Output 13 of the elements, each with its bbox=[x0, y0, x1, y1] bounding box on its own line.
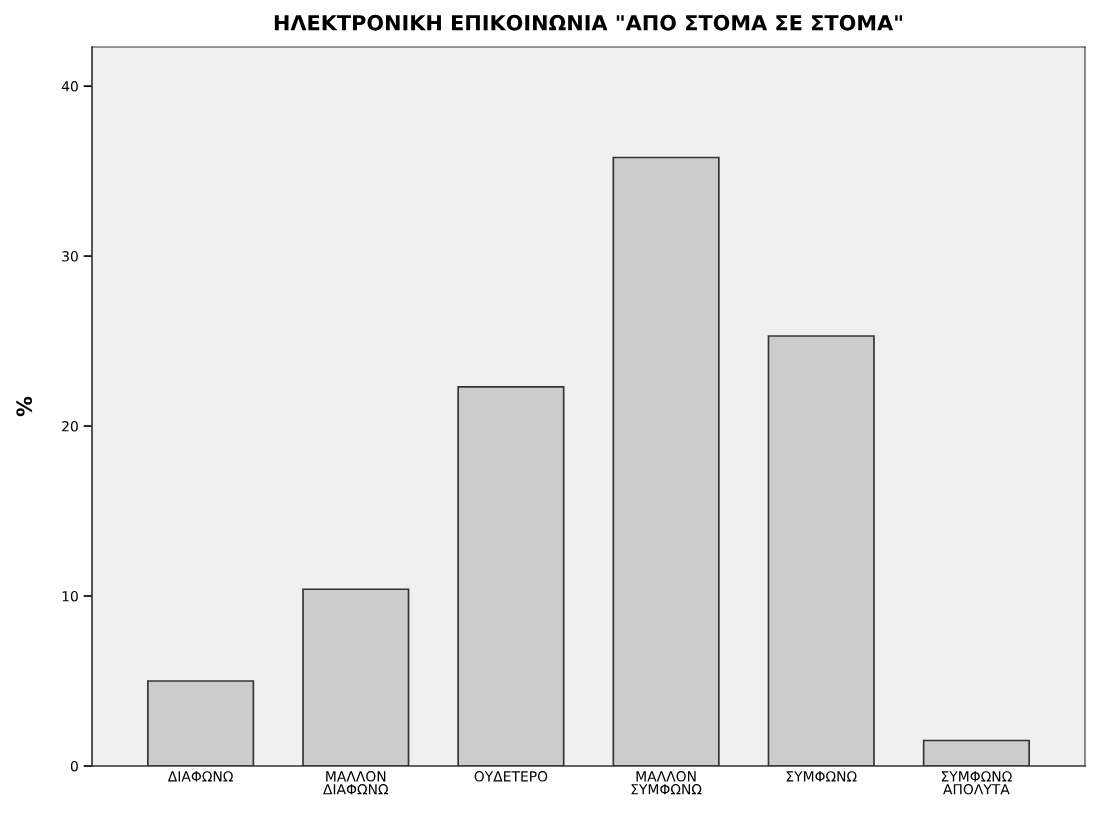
y-tick-label: 0 bbox=[70, 760, 78, 772]
x-tick-label: ΔΙΑΦΩΝΩ bbox=[167, 771, 233, 782]
chart-title: ΗΛΕΚΤΡΟΝΙΚΗ ΕΠΙΚΟΙΝΩΝΙΑ "ΑΠΟ ΣΤΟΜΑ ΣΕ ΣΤΟΜΑ" bbox=[274, 14, 903, 31]
x-tick-label: ΟΥΔΕΤΕΡΟ bbox=[474, 771, 548, 782]
y-tick-label: 10 bbox=[62, 590, 78, 602]
x-tick-label: ΜΑΛΛΟΝ ΣΥΜΦΩΝΩ bbox=[631, 771, 702, 795]
x-tick-label: ΣΥΜΦΩΝΩ bbox=[786, 771, 857, 782]
y-tick-label: 20 bbox=[62, 421, 78, 432]
y-tick-label: 40 bbox=[61, 81, 78, 92]
y-tick-label: 30 bbox=[62, 251, 78, 262]
x-tick-label: ΣΥΜΦΩΝΩ ΑΠΟΛΥΤΑ bbox=[941, 771, 1012, 795]
y-axis-title: % bbox=[16, 396, 33, 417]
x-tick-label: ΜΑΛΛΟΝ ΔΙΑΦΩΝΩ bbox=[323, 771, 389, 795]
